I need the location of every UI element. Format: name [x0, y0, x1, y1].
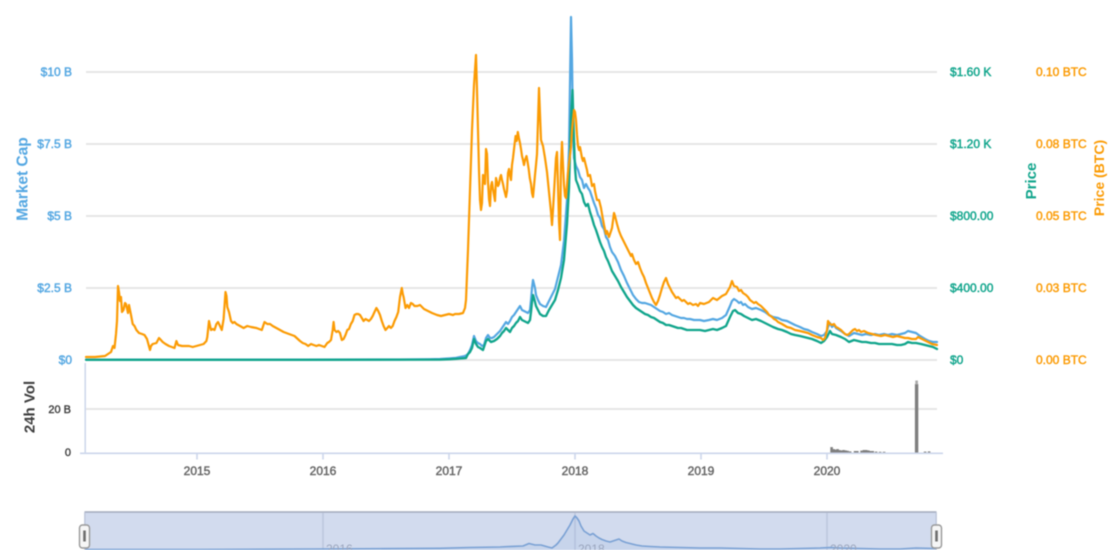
svg-text:$1.20 K: $1.20 K	[950, 137, 991, 151]
svg-text:$7.5 B: $7.5 B	[37, 137, 72, 151]
svg-text:Price: Price	[1023, 163, 1040, 200]
svg-text:Market Cap: Market Cap	[15, 137, 32, 221]
svg-text:$10 B: $10 B	[41, 65, 72, 79]
svg-text:0.00 BTC: 0.00 BTC	[1036, 353, 1087, 367]
svg-text:0: 0	[65, 447, 71, 459]
svg-text:2015: 2015	[184, 464, 211, 478]
svg-text:2018: 2018	[562, 464, 589, 478]
svg-text:0.05 BTC: 0.05 BTC	[1036, 209, 1087, 223]
svg-text:2016: 2016	[326, 542, 353, 550]
svg-text:0.03 BTC: 0.03 BTC	[1036, 281, 1087, 295]
svg-text:2019: 2019	[688, 464, 715, 478]
svg-text:0.10 BTC: 0.10 BTC	[1036, 65, 1087, 79]
svg-text:$2.5 B: $2.5 B	[37, 281, 72, 295]
svg-text:20 B: 20 B	[48, 404, 71, 416]
svg-text:$1.60 K: $1.60 K	[950, 65, 991, 79]
svg-text:0.08 BTC: 0.08 BTC	[1036, 137, 1087, 151]
svg-text:$0: $0	[950, 353, 964, 367]
svg-text:2016: 2016	[310, 464, 337, 478]
svg-text:Price (BTC): Price (BTC)	[1091, 140, 1107, 216]
svg-text:2020: 2020	[830, 542, 857, 550]
svg-text:2018: 2018	[578, 542, 605, 550]
svg-text:24h Vol: 24h Vol	[22, 381, 39, 433]
svg-text:2020: 2020	[814, 464, 841, 478]
svg-text:$5 B: $5 B	[47, 209, 72, 223]
svg-text:2017: 2017	[436, 464, 463, 478]
svg-text:$0: $0	[59, 353, 73, 367]
svg-text:$400.00: $400.00	[950, 281, 994, 295]
svg-text:$800.00: $800.00	[950, 209, 994, 223]
